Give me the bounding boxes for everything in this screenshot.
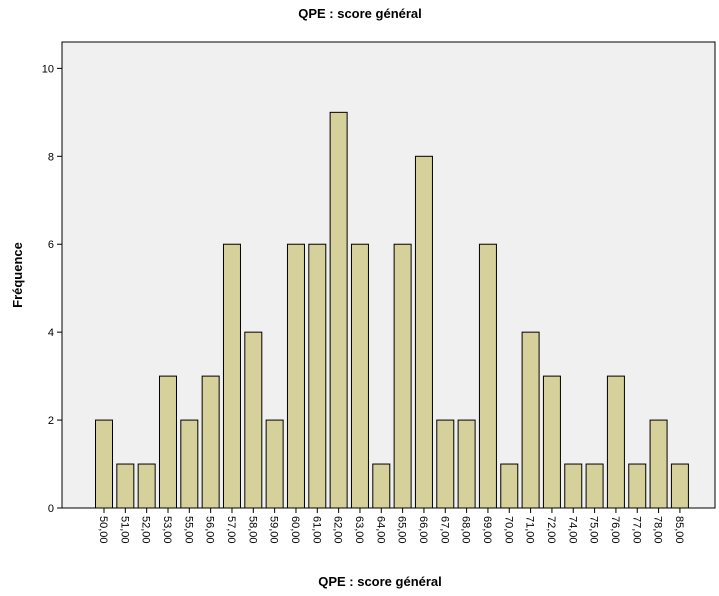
x-tick-label: 66,00 — [417, 516, 429, 544]
bar — [308, 243, 327, 509]
x-tick-label: 74,00 — [566, 516, 578, 544]
bar — [201, 375, 220, 509]
y-tick-label: 8 — [48, 151, 54, 163]
x-tick-label: 53,00 — [161, 516, 173, 544]
bar — [244, 331, 263, 509]
bar — [521, 331, 540, 509]
y-tick-label: 6 — [48, 239, 54, 251]
bar — [628, 463, 647, 509]
bar — [478, 243, 497, 509]
bar — [436, 419, 455, 509]
bar — [542, 375, 561, 509]
x-tick-label: 57,00 — [225, 516, 237, 544]
x-tick-label: 63,00 — [353, 516, 365, 544]
bar — [265, 419, 284, 509]
bar — [670, 463, 689, 509]
bar — [500, 463, 519, 509]
bar — [372, 463, 391, 509]
bar — [329, 111, 348, 509]
x-tick-label: 51,00 — [118, 516, 130, 544]
x-tick-label: 72,00 — [545, 516, 557, 544]
y-tick-label: 4 — [48, 327, 54, 339]
x-tick-label: 67,00 — [438, 516, 450, 544]
x-tick-label: 75,00 — [588, 516, 600, 544]
x-tick-label: 59,00 — [268, 516, 280, 544]
x-tick-label: 71,00 — [524, 516, 536, 544]
x-tick-label: 68,00 — [460, 516, 472, 544]
x-tick-label: 77,00 — [630, 516, 642, 544]
bar — [606, 375, 625, 509]
y-tick-label: 2 — [48, 415, 54, 427]
x-tick-label: 65,00 — [396, 516, 408, 544]
x-axis-label: QPE : score général — [318, 574, 442, 589]
y-axis-label: Fréquence — [10, 242, 25, 308]
x-tick-label: 55,00 — [182, 516, 194, 544]
bar — [116, 463, 135, 509]
x-tick-label: 69,00 — [481, 516, 493, 544]
bar — [95, 419, 113, 509]
x-tick-label: 64,00 — [374, 516, 386, 544]
x-tick-label: 70,00 — [502, 516, 514, 544]
x-tick-label: 60,00 — [289, 516, 301, 544]
x-tick-label: 78,00 — [652, 516, 664, 544]
bar — [457, 419, 476, 509]
bar — [350, 243, 369, 509]
bar — [222, 243, 241, 509]
chart-title: QPE : score général — [298, 6, 422, 21]
x-tick-label: 62,00 — [332, 516, 344, 544]
y-tick-label: 10 — [42, 63, 54, 75]
x-tick-label: 50,00 — [97, 516, 109, 544]
y-tick-label: 0 — [48, 503, 54, 515]
x-tick-label: 56,00 — [204, 516, 216, 544]
x-tick-label: 76,00 — [609, 516, 621, 544]
x-tick-label: 85,00 — [673, 516, 685, 544]
bar — [180, 419, 199, 509]
bar — [649, 419, 668, 509]
bar — [137, 463, 156, 509]
bar — [585, 463, 604, 509]
x-tick-label: 58,00 — [246, 516, 258, 544]
bar — [158, 375, 177, 509]
x-tick-label: 61,00 — [310, 516, 322, 544]
bar — [393, 243, 412, 509]
x-tick-label: 52,00 — [140, 516, 152, 544]
bar — [286, 243, 305, 509]
bar — [414, 155, 433, 509]
bar — [564, 463, 583, 509]
